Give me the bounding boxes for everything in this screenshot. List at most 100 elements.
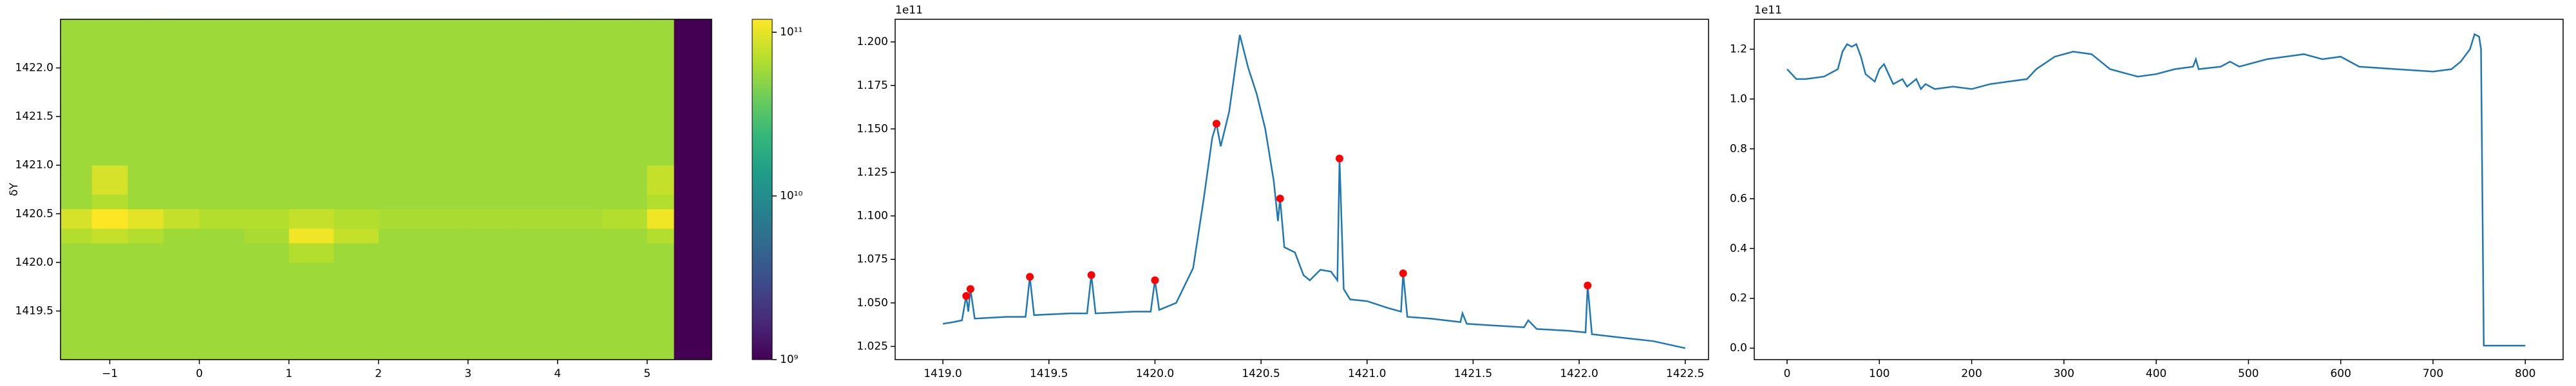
- heatmap-cell: [378, 19, 424, 69]
- heatmap-cell: [378, 116, 424, 166]
- y-tick-label: 1421.5: [15, 110, 53, 123]
- heatmap-cell: [674, 19, 712, 69]
- heatmap-cell: [334, 262, 379, 311]
- heatmap-cell: [468, 68, 513, 117]
- heatmap-cell: [513, 243, 558, 263]
- heatmap-cell: [289, 311, 334, 360]
- y-tick-label: 1419.5: [15, 304, 53, 317]
- heatmap-cell: [423, 208, 469, 229]
- x-tick-label: 800: [2515, 367, 2535, 380]
- heatmap-cell: [602, 228, 648, 244]
- x-tick-label: −1: [102, 367, 118, 380]
- heatmap-cell: [163, 243, 200, 263]
- heatmap-cell: [647, 262, 675, 311]
- heatmap-cell: [557, 208, 603, 229]
- heatmap-cell: [128, 262, 164, 311]
- peak-marker: [1151, 276, 1159, 284]
- heatmap-cell: [513, 228, 558, 244]
- heatmap-cell: [468, 194, 513, 210]
- heatmap-cell: [244, 68, 290, 117]
- heatmap-cell: [602, 208, 648, 229]
- heatmap-cell: [557, 68, 603, 117]
- data-line: [942, 34, 1686, 349]
- heatmap-cell: [163, 165, 200, 195]
- heatmap-cell: [199, 228, 245, 244]
- heatmap-cell: [674, 116, 712, 166]
- heatmap-cell: [91, 116, 128, 166]
- heatmap-cell: [128, 68, 164, 117]
- heatmap-cell: [423, 228, 469, 244]
- heatmap-cell: [423, 311, 469, 360]
- heatmap-cell: [91, 228, 128, 244]
- heatmap-cell: [647, 208, 675, 229]
- heatmap-cell: [378, 228, 424, 244]
- x-tick-label: 1420.5: [1242, 367, 1280, 380]
- heatmap-cell: [163, 68, 200, 117]
- heatmap-cell: [91, 165, 128, 195]
- x-tick-label: 2: [375, 367, 382, 380]
- heatmap-cell: [423, 116, 469, 166]
- heatmap-cell: [513, 19, 558, 69]
- peak-marker: [1335, 154, 1343, 163]
- heatmap-cell: [378, 194, 424, 210]
- heatmap-cell: [602, 19, 648, 69]
- heatmap-cell: [513, 262, 558, 311]
- heatmap-cell: [378, 68, 424, 117]
- x-tick-label: 500: [2238, 367, 2259, 380]
- colorbar: [752, 19, 773, 360]
- heatmap-cell: [647, 116, 675, 166]
- heatmap-cell: [602, 165, 648, 195]
- heatmap-cell: [674, 68, 712, 117]
- heatmap-cell: [423, 194, 469, 210]
- heatmap-cell: [674, 311, 712, 360]
- y-tick-label: 1.150: [857, 122, 888, 135]
- heatmap-cell: [334, 228, 379, 244]
- colorbar-tick-label: 10⁹: [780, 353, 799, 366]
- heatmap-cell: [334, 194, 379, 210]
- x-tick-label: 1421.5: [1454, 367, 1492, 380]
- heatmap-cell: [128, 19, 164, 69]
- heatmap-cell: [602, 194, 648, 210]
- x-tick-label: 1419.0: [923, 367, 961, 380]
- x-tick-label: 1419.5: [1030, 367, 1068, 380]
- heatmap-cell: [244, 165, 290, 195]
- heatmap-cell: [289, 19, 334, 69]
- heatmap-cell: [423, 243, 469, 263]
- heatmap-cell: [647, 228, 675, 244]
- heatmap-cell: [61, 228, 93, 244]
- heatmap-cell: [61, 116, 93, 166]
- y-tick-label: 0.2: [1730, 292, 1747, 305]
- heatmap-cell: [674, 262, 712, 311]
- heatmap-cell: [557, 194, 603, 210]
- heatmap-cell: [289, 165, 334, 195]
- heatmap-cell: [674, 228, 712, 244]
- heatmap-cell: [468, 165, 513, 195]
- colorbar-tick-label: 10¹⁰: [780, 190, 802, 203]
- axis-offset: 1e11: [895, 4, 923, 17]
- heatmap-cell: [91, 311, 128, 360]
- peak-marker: [966, 285, 974, 293]
- heatmap-cell: [61, 262, 93, 311]
- heatmap-cell: [674, 165, 712, 195]
- heatmap-cell: [513, 165, 558, 195]
- y-tick-label: 1.200: [857, 35, 888, 48]
- heatmap-cell: [61, 19, 93, 69]
- x-tick-label: 400: [2146, 367, 2166, 380]
- heatmap-cell: [557, 165, 603, 195]
- heatmap-cell: [128, 243, 164, 263]
- heatmap-cell: [61, 243, 93, 263]
- heatmap-cell: [163, 19, 200, 69]
- x-tick-label: 0: [196, 367, 203, 380]
- x-tick-label: 1: [285, 367, 292, 380]
- axis-offset: 1e11: [1754, 4, 1782, 17]
- heatmap-cell: [128, 165, 164, 195]
- heatmap-cell: [468, 116, 513, 166]
- y-tick-label: 1.075: [857, 253, 888, 266]
- heatmap-cell: [647, 165, 675, 195]
- heatmap-cell: [61, 311, 93, 360]
- heatmap-cell: [128, 228, 164, 244]
- heatmap-cell: [289, 243, 334, 263]
- axes-frame: [895, 19, 1709, 360]
- heatmap-cell: [334, 243, 379, 263]
